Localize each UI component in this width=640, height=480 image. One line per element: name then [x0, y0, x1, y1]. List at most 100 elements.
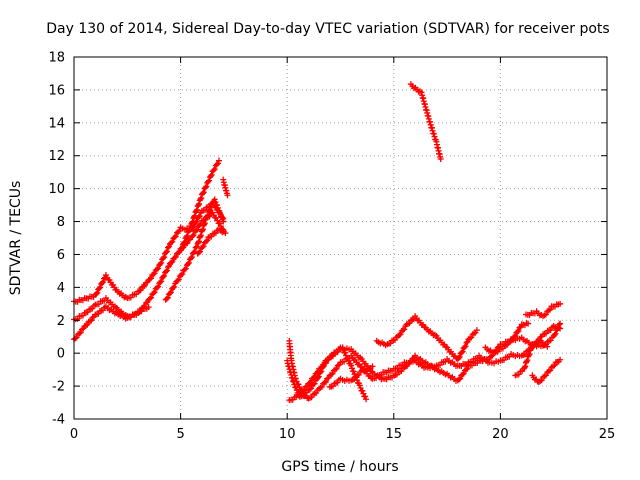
data-point: [172, 253, 179, 260]
data-point: [515, 327, 522, 334]
data-point: [404, 362, 411, 369]
data-point: [141, 282, 148, 289]
series-trace-16: [529, 356, 564, 385]
data-point: [137, 287, 144, 294]
data-point: [171, 254, 178, 261]
data-point: [369, 363, 376, 370]
data-point: [193, 206, 200, 213]
data-point: [200, 243, 207, 250]
data-point: [551, 331, 558, 338]
data-point: [317, 384, 324, 391]
data-point: [214, 160, 221, 167]
data-point: [542, 372, 549, 379]
data-point: [555, 325, 562, 332]
data-point: [183, 233, 190, 240]
data-point: [188, 254, 195, 261]
data-point: [198, 194, 205, 201]
data-point: [195, 238, 202, 245]
data-point: [140, 304, 147, 311]
data-point: [307, 385, 314, 392]
data-point: [168, 239, 175, 246]
data-point: [397, 331, 404, 338]
data-point: [290, 379, 297, 385]
data-point: [514, 328, 521, 335]
series-trace-6: [194, 225, 229, 257]
y-tick-label: -4: [52, 413, 65, 428]
data-point: [297, 390, 304, 397]
data-point: [473, 327, 480, 334]
data-point: [329, 370, 336, 377]
x-tick-label: 25: [599, 427, 616, 442]
data-point: [165, 243, 172, 250]
data-point: [355, 371, 362, 378]
data-point: [208, 171, 215, 178]
data-point: [158, 278, 165, 285]
series-trace-4: [162, 196, 227, 303]
data-point: [523, 358, 530, 365]
data-point: [456, 353, 463, 360]
data-point: [96, 285, 103, 292]
data-point: [521, 364, 528, 371]
data-point: [179, 271, 186, 278]
data-point: [77, 329, 84, 336]
data-point: [186, 226, 193, 233]
data-point: [205, 178, 212, 185]
data-point: [306, 386, 313, 393]
data-point: [197, 233, 204, 240]
y-tick-label: 8: [57, 215, 65, 230]
data-point: [396, 332, 403, 339]
data-point: [192, 244, 199, 251]
data-point: [189, 233, 196, 240]
series-trace-5: [177, 157, 222, 254]
data-point: [94, 289, 101, 296]
data-point: [203, 183, 210, 190]
series-trace-15: [512, 337, 551, 379]
data-point: [204, 212, 211, 219]
data-point: [332, 366, 339, 373]
data-point: [356, 382, 363, 389]
data-point: [329, 353, 336, 360]
y-tick-label: 18: [48, 51, 65, 66]
data-point: [215, 157, 222, 164]
x-tick-label: 15: [386, 427, 403, 442]
data-point: [195, 202, 202, 209]
series-trace-7: [220, 176, 231, 199]
data-point: [141, 303, 148, 310]
y-tick-label: 4: [57, 281, 65, 296]
data-point: [457, 375, 464, 382]
data-point: [541, 312, 548, 319]
data-point: [88, 317, 95, 324]
data-point: [171, 283, 178, 290]
data-point: [163, 295, 170, 302]
data-point: [201, 221, 208, 228]
data-point: [174, 277, 181, 284]
data-point: [321, 379, 328, 386]
data-point: [461, 344, 468, 351]
data-point: [307, 378, 314, 385]
data-point: [146, 276, 153, 283]
series-trace-13: [373, 313, 480, 362]
data-point: [200, 189, 207, 196]
data-point: [211, 196, 218, 203]
series-trace-2: [71, 199, 227, 305]
y-tick-label: 10: [48, 182, 65, 197]
chart-title: Day 130 of 2014, Sidereal Day-to-day VTE…: [46, 21, 609, 37]
y-axis-label: SDTVAR / TECUs: [8, 181, 24, 296]
data-point: [557, 356, 564, 363]
data-point: [556, 321, 563, 328]
data-point: [460, 370, 467, 377]
data-point: [181, 266, 188, 273]
data-point: [210, 167, 217, 174]
data-point: [158, 259, 165, 266]
data-point: [318, 364, 325, 371]
data-point: [193, 208, 200, 215]
data-point: [437, 156, 444, 163]
data-point: [218, 213, 225, 220]
data-point: [151, 270, 158, 277]
data-point: [516, 324, 523, 331]
data-point: [93, 290, 100, 297]
data-point: [202, 238, 209, 245]
data-point: [172, 233, 179, 240]
data-point: [314, 369, 321, 376]
